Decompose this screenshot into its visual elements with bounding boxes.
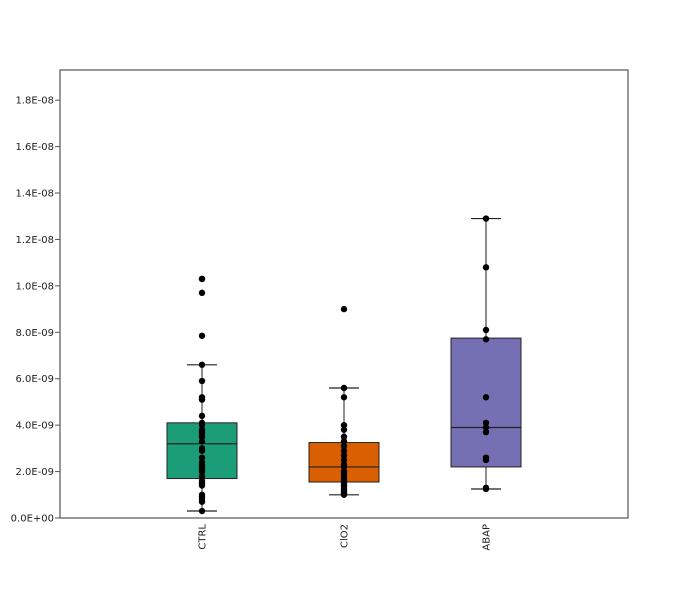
y-tick-label: 1.8E-08 [15, 96, 54, 107]
data-point [198, 438, 206, 445]
data-point [340, 452, 348, 459]
y-tick-label: 1.6E-08 [15, 142, 54, 153]
data-point [198, 332, 206, 339]
data-point [482, 456, 490, 464]
y-tick-label: 2.0E-09 [15, 467, 54, 478]
data-point [198, 289, 206, 297]
data-point [198, 473, 206, 480]
data-point [340, 426, 348, 433]
data-point [198, 468, 206, 475]
data-point [482, 485, 490, 493]
data-point [340, 447, 348, 454]
data-point [198, 361, 206, 368]
data-point [482, 326, 490, 334]
x-axis-labels: CTRL ClO2 ABAP [198, 524, 493, 551]
data-point [198, 447, 206, 454]
data-point [340, 491, 348, 498]
data-point [340, 305, 348, 313]
data-point [198, 498, 206, 505]
data-point [482, 424, 490, 431]
data-point [340, 433, 348, 440]
data-point [340, 463, 348, 471]
box-ctrl [166, 275, 238, 515]
data-point [482, 394, 490, 401]
data-point [482, 215, 490, 222]
y-tick-label: 8.0E-09 [15, 328, 54, 339]
data-point [340, 442, 348, 450]
data-point [198, 482, 206, 489]
data-point [482, 419, 490, 427]
x-tick-label: CTRL [198, 524, 209, 550]
y-tick-label: 4.0E-09 [15, 421, 54, 432]
data-point [340, 384, 348, 392]
boxes-group [166, 215, 522, 515]
data-point [482, 336, 490, 343]
y-tick-label: 6.0E-09 [15, 374, 54, 385]
y-axis: 0.0E+00 2.0E-09 4.0E-09 6.0E-09 8.0E-09 1.0E-… [11, 96, 60, 525]
box-abap [450, 215, 522, 493]
iqr-box [450, 337, 522, 468]
data-point [198, 275, 206, 283]
data-point [198, 377, 206, 385]
data-point [340, 456, 348, 464]
data-point [482, 428, 490, 436]
box-clo2 [308, 305, 380, 498]
data-point [482, 264, 490, 271]
data-point [340, 438, 348, 445]
data-point [198, 433, 206, 440]
data-point [198, 454, 206, 461]
y-tick-label: 1.2E-08 [15, 235, 54, 246]
data-point [340, 421, 348, 429]
data-point [198, 396, 206, 403]
data-point [198, 421, 206, 429]
data-point [340, 394, 348, 401]
data-point [198, 412, 206, 420]
x-tick-label: ABAP [482, 524, 493, 551]
y-tick-label: 0.0E+00 [11, 514, 54, 525]
data-point [198, 507, 206, 515]
y-tick-label: 1.0E-08 [15, 281, 54, 292]
x-tick-label: ClO2 [340, 524, 351, 548]
y-tick-label: 1.4E-08 [15, 189, 54, 200]
